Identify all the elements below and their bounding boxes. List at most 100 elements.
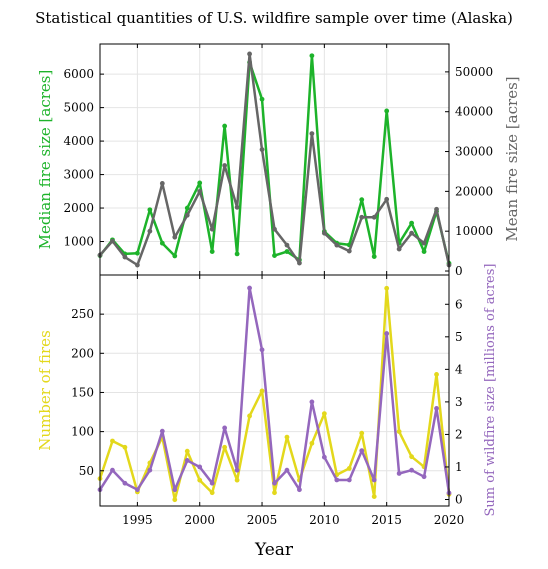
- data-point: [384, 331, 390, 336]
- data-point: [209, 490, 215, 496]
- data-point: [209, 249, 215, 254]
- data-point: [122, 254, 128, 260]
- data-point: [172, 497, 178, 503]
- data-point: [384, 108, 390, 114]
- data-point: [359, 430, 365, 436]
- data-point: [159, 428, 165, 434]
- data-point: [259, 388, 265, 394]
- data-point: [421, 240, 427, 246]
- data-point: [434, 405, 439, 411]
- data-point: [147, 228, 153, 234]
- data-point: [197, 180, 203, 186]
- right-tick-label: 0: [455, 492, 463, 506]
- data-point: [172, 487, 178, 493]
- data-point: [247, 413, 252, 419]
- data-point: [409, 220, 415, 226]
- left-tick-label: 5000: [63, 101, 94, 115]
- data-point: [371, 494, 377, 500]
- left-tick-label: 150: [71, 385, 94, 399]
- data-point: [247, 285, 252, 291]
- data-point: [159, 180, 165, 186]
- data-point: [309, 131, 315, 137]
- right-tick-label: 0: [455, 264, 463, 278]
- data-point: [321, 411, 327, 416]
- data-point: [197, 464, 203, 470]
- data-point: [197, 188, 203, 194]
- data-point: [272, 253, 277, 258]
- x-tick-label: 1995: [122, 513, 153, 527]
- data-point: [284, 249, 290, 254]
- data-point: [222, 444, 228, 450]
- data-point: [222, 163, 228, 168]
- data-point: [396, 471, 402, 476]
- left-tick-label: 4000: [63, 134, 94, 148]
- data-point: [421, 474, 427, 480]
- data-point: [334, 477, 340, 483]
- data-point: [234, 477, 240, 483]
- data-point: [321, 230, 327, 236]
- left-axis-title-0: Median fire size [acres]: [36, 70, 54, 250]
- data-point: [222, 425, 228, 431]
- data-point: [409, 230, 415, 236]
- data-point: [359, 214, 365, 220]
- data-point: [110, 438, 115, 444]
- left-tick-label: 6000: [63, 67, 94, 81]
- data-point: [222, 123, 228, 129]
- data-point: [259, 347, 265, 353]
- data-point: [184, 448, 190, 454]
- data-point: [309, 440, 315, 446]
- data-point: [159, 240, 165, 246]
- data-point: [234, 204, 240, 210]
- right-tick-label: 3: [455, 395, 463, 409]
- right-tick-label: 40000: [455, 105, 493, 119]
- data-point: [384, 196, 390, 202]
- data-point: [371, 254, 377, 259]
- data-point: [234, 251, 240, 257]
- data-point: [284, 434, 290, 440]
- x-tick-label: 2015: [371, 513, 402, 527]
- data-point: [272, 490, 277, 496]
- data-point: [359, 197, 365, 203]
- data-point: [134, 487, 140, 493]
- data-point: [184, 458, 190, 463]
- data-point: [346, 477, 352, 483]
- left-tick-label: 3000: [63, 168, 94, 182]
- data-point: [122, 480, 128, 486]
- right-tick-label: 30000: [455, 145, 493, 159]
- right-tick-label: 10000: [455, 224, 493, 238]
- left-tick-label: 250: [71, 307, 94, 321]
- data-point: [396, 246, 402, 252]
- data-point: [297, 487, 302, 493]
- data-point: [346, 248, 352, 254]
- plot-layer: 1000200030004000500060000100002000030000…: [36, 43, 521, 527]
- data-point: [147, 207, 153, 213]
- x-tick-label: 2010: [309, 513, 340, 527]
- left-tick-label: 50: [79, 464, 94, 478]
- data-point: [334, 242, 340, 248]
- data-point: [209, 226, 215, 232]
- data-point: [409, 454, 415, 460]
- data-point: [396, 429, 402, 435]
- right-tick-label: 50000: [455, 65, 493, 79]
- data-point: [272, 480, 277, 486]
- data-point: [284, 242, 290, 248]
- left-tick-label: 1000: [63, 235, 94, 249]
- x-axis-title: Year: [254, 540, 294, 560]
- data-point: [147, 467, 153, 473]
- data-point: [134, 262, 140, 268]
- left-tick-label: 200: [71, 346, 94, 360]
- data-point: [184, 212, 190, 218]
- panel-frame-1: [99, 274, 450, 507]
- data-point: [371, 477, 377, 483]
- x-tick-label: 2005: [247, 513, 278, 527]
- data-point: [122, 444, 128, 450]
- data-point: [172, 234, 178, 240]
- data-point: [359, 448, 365, 454]
- data-point: [110, 467, 115, 473]
- x-tick-label: 2020: [434, 513, 465, 527]
- data-point: [384, 285, 390, 291]
- chart-title: Statistical quantities of U.S. wildfire …: [35, 9, 513, 27]
- right-axis-title-0: Mean fire size [acres]: [503, 76, 521, 241]
- data-point: [434, 206, 439, 212]
